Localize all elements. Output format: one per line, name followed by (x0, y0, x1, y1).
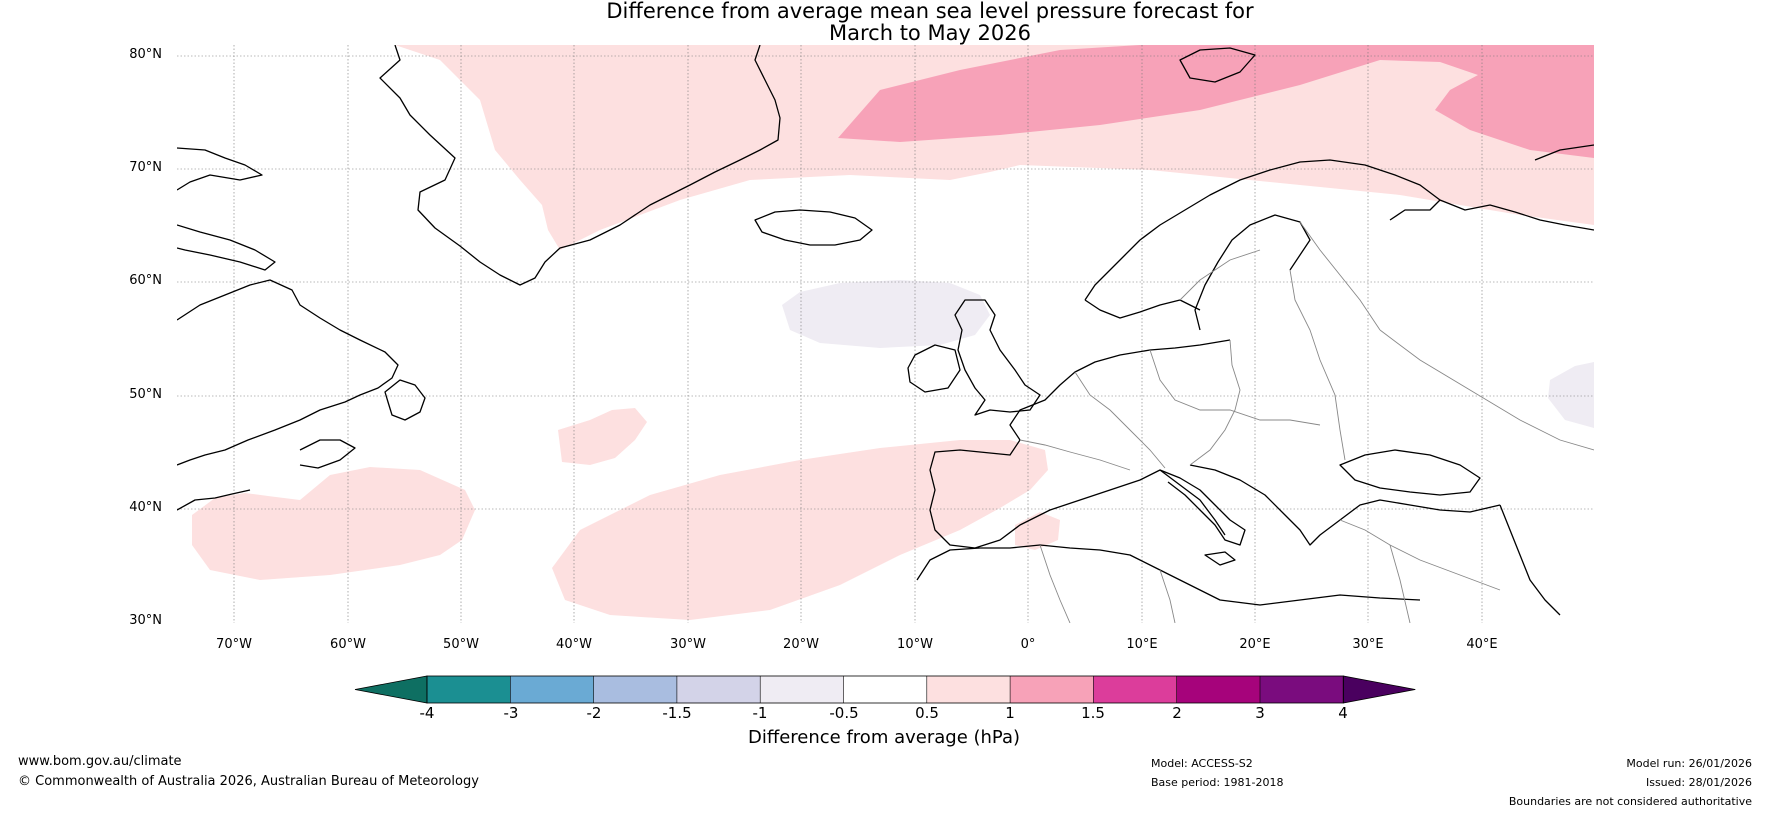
lon-label: 20°W (783, 637, 819, 652)
colorbar-segment (926, 676, 1011, 703)
colorbar-extend-high (1342, 675, 1416, 704)
coast-us-east (177, 489, 251, 511)
colorbar-segment (593, 676, 677, 703)
colorbar-tick: 2 (1172, 704, 1182, 722)
chart-subtitle: March to May 2026 (829, 21, 1031, 45)
colorbar-segment (510, 676, 594, 703)
colorbar-tick: -1 (752, 704, 768, 722)
coast-canada-north (177, 147, 263, 191)
chart-title: Difference from average mean sea level p… (606, 0, 1254, 23)
anomaly-region-negative (782, 280, 990, 348)
coast-novaya-zemlya (1534, 144, 1594, 161)
coast-iceland (754, 209, 873, 246)
lon-label: 30°E (1352, 637, 1384, 652)
colorbar-tick: 1.5 (1081, 704, 1105, 722)
coastlines (177, 45, 1594, 616)
coast-sweden-baltic (1194, 214, 1311, 331)
footer-issued: Issued: 28/01/2026 (1645, 776, 1752, 789)
colorbar-tick: -0.5 (829, 704, 859, 722)
colorbar-extend-low (354, 675, 428, 704)
lon-label: 30°W (670, 637, 706, 652)
colorbar-tick: -4 (419, 704, 435, 722)
colorbar-tick: 1 (1005, 704, 1015, 722)
colorbar-tick: -2 (586, 704, 602, 722)
lat-label: 80°N (129, 47, 162, 62)
coast-europe-west (929, 339, 1231, 549)
footer-base-period: Base period: 1981-2018 (1151, 776, 1284, 789)
lat-label: 50°N (129, 387, 162, 402)
footer-model: Model: ACCESS-S2 (1151, 757, 1253, 770)
lon-label: 40°E (1466, 637, 1498, 652)
anomaly-region-arctic (838, 45, 1594, 158)
lon-label: 0° (1020, 637, 1036, 652)
footer-disclaimer: Boundaries are not considered authoritat… (1508, 795, 1752, 808)
colorbar-tick: -3 (503, 704, 519, 722)
colorbar-segment (676, 676, 761, 703)
anomaly-region-north (395, 45, 1594, 250)
coast-nova-scotia (299, 439, 356, 469)
anomaly-region-atlantic (552, 440, 1048, 620)
coast-russia-north (1439, 199, 1594, 231)
anomaly-region-negative-east (1548, 362, 1594, 428)
coast-ireland (907, 344, 961, 393)
lat-label: 60°N (129, 273, 162, 288)
colorbar-tick: 3 (1255, 704, 1265, 722)
lon-label: 10°W (897, 637, 933, 652)
colorbar-segment (1093, 676, 1177, 703)
colorbar (354, 675, 1416, 704)
footer-model-run: Model run: 26/01/2026 (1626, 757, 1752, 770)
country-borders (1019, 221, 1594, 623)
colorbar-tick: 0.5 (915, 704, 939, 722)
colorbar-segment (843, 676, 927, 703)
coast-greenland (379, 45, 781, 286)
coast-north-africa (916, 544, 1421, 606)
lon-label: 10°E (1126, 637, 1158, 652)
lat-label: 30°N (129, 613, 162, 628)
coast-balkans (1189, 464, 1501, 546)
coast-newfoundland (384, 379, 426, 421)
colorbar-segment (1010, 676, 1094, 703)
colorbar-segment (1176, 676, 1260, 703)
coast-baffin (177, 224, 276, 271)
footer-copyright: © Commonwealth of Australia 2026, Austra… (18, 774, 479, 789)
graticule (177, 45, 1594, 623)
coast-sicily (1204, 551, 1236, 566)
coast-black-sea (1339, 449, 1481, 496)
anomaly-region-azores (558, 408, 647, 465)
colorbar-label: Difference from average (hPa) (747, 727, 1021, 748)
footer-website[interactable]: www.bom.gov.au/climate (18, 754, 182, 769)
coast-labrador (177, 279, 399, 466)
anomaly-region-west (192, 467, 475, 580)
lat-label: 70°N (129, 160, 162, 175)
lon-label: 70°W (216, 637, 252, 652)
coast-middle-east (1499, 504, 1561, 616)
lon-label: 40°W (556, 637, 592, 652)
coast-great-britain (954, 299, 1041, 416)
coast-italy (1159, 469, 1246, 546)
colorbar-segment (427, 676, 511, 703)
lat-label: 40°N (129, 500, 162, 515)
lon-label: 60°W (330, 637, 366, 652)
lon-label: 20°E (1239, 637, 1271, 652)
coast-svalbard (1179, 47, 1256, 83)
colorbar-segment (760, 676, 844, 703)
colorbar-segment (1260, 676, 1344, 703)
lon-label: 50°W (443, 637, 479, 652)
colorbar-tick: -1.5 (662, 704, 692, 722)
colorbar-tick: 4 (1338, 704, 1348, 722)
